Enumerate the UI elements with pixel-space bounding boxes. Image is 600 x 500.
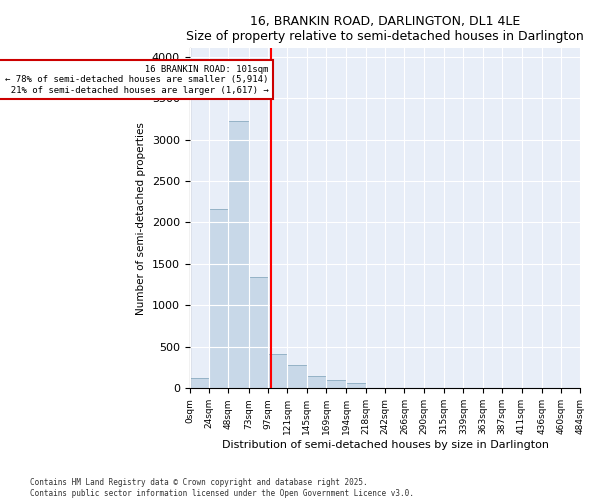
Bar bbox=[287, 365, 307, 388]
Title: 16, BRANKIN ROAD, DARLINGTON, DL1 4LE
Size of property relative to semi-detached: 16, BRANKIN ROAD, DARLINGTON, DL1 4LE Si… bbox=[186, 15, 584, 43]
Bar bbox=[307, 376, 326, 388]
Bar bbox=[268, 354, 287, 388]
Bar bbox=[209, 209, 229, 388]
Bar bbox=[248, 277, 268, 388]
Bar bbox=[326, 380, 346, 388]
X-axis label: Distribution of semi-detached houses by size in Darlington: Distribution of semi-detached houses by … bbox=[221, 440, 548, 450]
Text: Contains HM Land Registry data © Crown copyright and database right 2025.
Contai: Contains HM Land Registry data © Crown c… bbox=[30, 478, 414, 498]
Bar bbox=[229, 122, 248, 388]
Y-axis label: Number of semi-detached properties: Number of semi-detached properties bbox=[136, 122, 146, 315]
Text: 16 BRANKIN ROAD: 101sqm
← 78% of semi-detached houses are smaller (5,914)
  21% : 16 BRANKIN ROAD: 101sqm ← 78% of semi-de… bbox=[0, 65, 269, 94]
Bar bbox=[190, 378, 209, 388]
Bar bbox=[346, 384, 365, 388]
